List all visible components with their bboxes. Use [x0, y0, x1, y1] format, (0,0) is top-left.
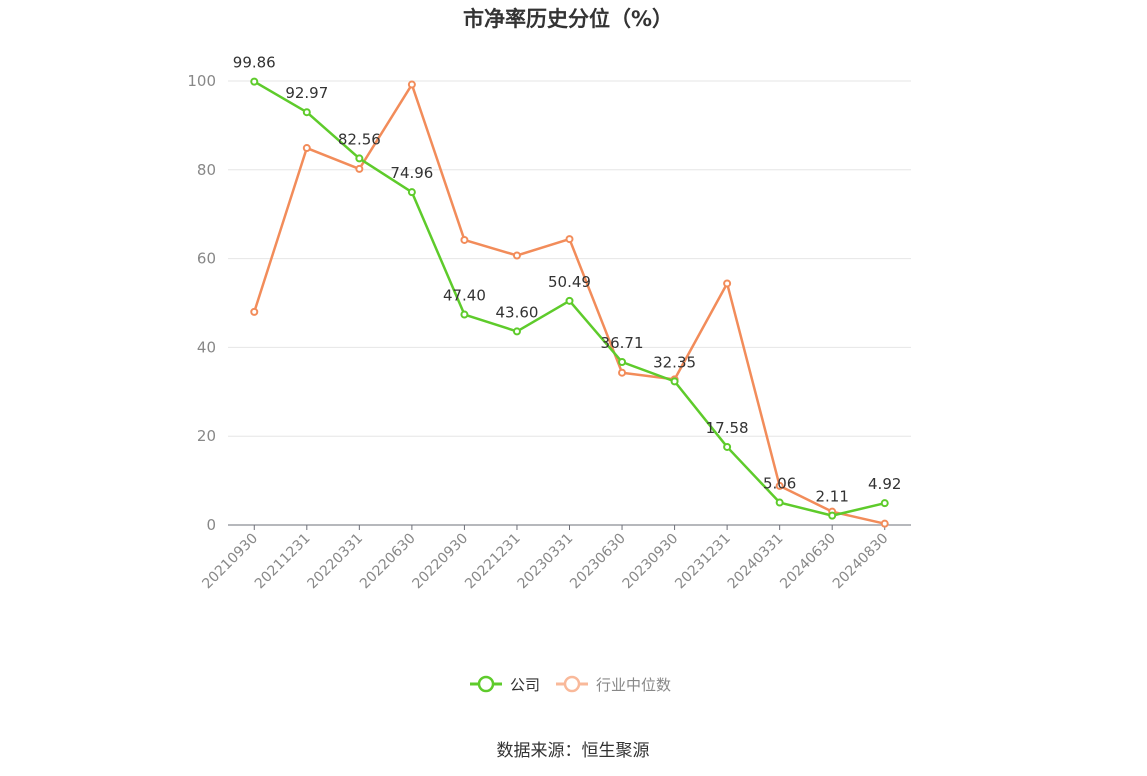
x-tick-label: 20231231 [672, 531, 734, 593]
chart-title: 市净率历史分位（%） [463, 7, 673, 31]
y-tick-label: 40 [197, 338, 216, 356]
data-point[interactable] [407, 80, 416, 89]
data-point[interactable] [302, 108, 311, 117]
data-point[interactable] [618, 358, 627, 367]
x-tick-label: 20220331 [304, 531, 366, 593]
y-tick-label: 60 [197, 250, 216, 268]
data-point[interactable] [880, 499, 889, 508]
data-label: 36.71 [601, 334, 644, 352]
data-point[interactable] [512, 251, 521, 260]
data-label: 82.56 [338, 130, 381, 148]
data-label: 74.96 [390, 164, 433, 182]
x-tick-label: 20220930 [410, 531, 472, 593]
data-label: 32.35 [653, 353, 696, 371]
x-tick-label: 20211231 [252, 531, 314, 593]
data-point[interactable] [565, 296, 574, 305]
data-point[interactable] [355, 164, 364, 173]
data-labels: 99.86 92.97 82.56 74.96 47.40 43.60 50.49 36.71… [233, 54, 902, 506]
data-label: 17.58 [706, 419, 749, 437]
y-tick-label: 20 [197, 427, 216, 445]
data-point[interactable] [460, 235, 469, 244]
x-tick-label: 20230331 [515, 531, 577, 593]
legend-marker [563, 675, 581, 693]
x-tick-label: 20210930 [199, 531, 261, 593]
legend-item-0[interactable]: 公司 [470, 675, 540, 694]
legend-label: 公司 [510, 676, 540, 694]
data-point[interactable] [828, 511, 837, 520]
data-point[interactable] [250, 77, 259, 86]
y-axis: 0 20 40 60 80 100 [187, 72, 216, 534]
legend[interactable]: 公司 行业中位数 [470, 675, 671, 694]
x-tick-label: 20220630 [357, 531, 419, 593]
x-tick-label: 20240630 [777, 531, 839, 593]
legend-item-1[interactable]: 行业中位数 [556, 675, 671, 694]
data-point[interactable] [880, 519, 889, 528]
source-note: 数据来源：恒生聚源 [497, 741, 650, 761]
y-tick-label: 0 [206, 516, 216, 534]
data-point[interactable] [618, 368, 627, 377]
x-tick-label: 20240830 [830, 531, 892, 593]
data-point[interactable] [512, 327, 521, 336]
data-point[interactable] [723, 279, 732, 288]
data-point[interactable] [460, 310, 469, 319]
data-label: 5.06 [763, 475, 796, 493]
data-point[interactable] [775, 481, 784, 490]
grid-lines [228, 80, 911, 437]
data-point[interactable] [302, 144, 311, 153]
data-label: 92.97 [285, 84, 328, 102]
data-point[interactable] [723, 442, 732, 451]
legend-marker [477, 675, 495, 693]
data-point[interactable] [250, 307, 259, 316]
data-point[interactable] [775, 498, 784, 507]
legend-label: 行业中位数 [596, 676, 671, 694]
data-label: 47.40 [443, 287, 486, 305]
data-point[interactable] [407, 188, 416, 197]
data-label: 99.86 [233, 54, 276, 72]
data-label: 50.49 [548, 273, 591, 291]
y-tick-label: 80 [197, 161, 216, 179]
x-tick-label: 20240331 [725, 531, 787, 593]
data-point[interactable] [670, 377, 679, 386]
x-tick-label: 20230630 [567, 531, 629, 593]
data-point[interactable] [355, 154, 364, 163]
series-group [250, 77, 889, 528]
x-tick-label: 20221231 [462, 531, 524, 593]
data-label: 4.92 [868, 475, 901, 493]
x-axis: 2021093020211231202203312022063020220930… [199, 524, 911, 593]
data-point[interactable] [565, 235, 574, 244]
y-tick-label: 100 [187, 72, 216, 90]
x-tick-label: 20230930 [620, 531, 682, 593]
data-label: 2.11 [815, 488, 848, 506]
data-label: 43.60 [495, 303, 538, 321]
